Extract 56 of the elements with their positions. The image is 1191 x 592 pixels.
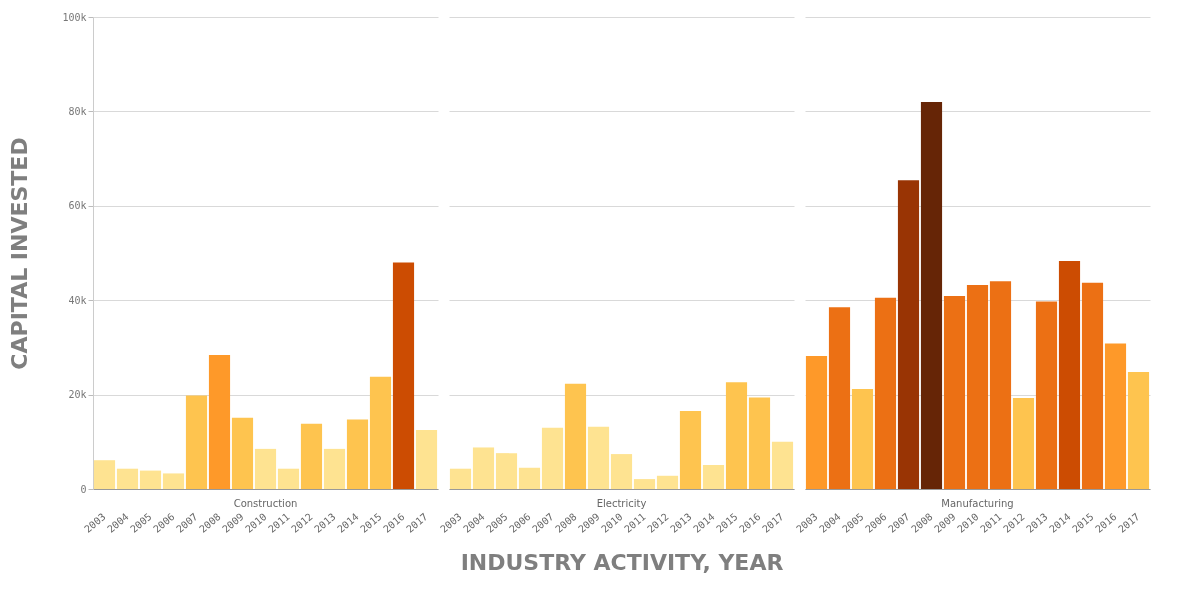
y-tick-label: 80k [68,105,87,117]
bar [805,355,828,489]
bar [920,101,943,489]
bar [943,295,966,489]
bar [162,473,185,489]
bar [656,475,679,489]
bar [897,180,920,489]
bar [748,397,771,489]
bar [851,388,874,489]
bar [633,479,656,489]
bar [277,468,300,489]
bar [1058,261,1081,489]
x-axis-title: INDUSTRY ACTIVITY, YEAR [460,549,784,575]
bar [93,460,116,489]
bar [518,467,541,489]
bar [392,262,415,489]
bar [495,453,518,489]
bar [610,454,633,489]
bar [1081,282,1104,489]
bar [1104,343,1127,489]
bar [116,468,139,489]
bar [541,427,564,489]
bar [323,448,346,489]
text: Construction [233,498,298,509]
bar [231,417,254,489]
bar [185,395,208,489]
bar [1127,371,1150,489]
bar [989,281,1012,489]
bar [966,285,989,489]
bar [1012,397,1035,489]
bar [346,419,369,489]
text: Electricity [596,498,647,509]
bar [587,426,610,489]
bar [254,448,277,489]
y-axis-title: CAPITAL INVESTED [7,137,33,370]
bar [828,307,851,489]
bar [1035,301,1058,489]
y-tick-label: 0 [80,483,87,495]
bar [139,470,162,489]
bar [369,376,392,489]
bar [415,430,438,489]
text: Manufacturing [941,498,1014,509]
bar [300,423,323,489]
y-tick-label: 100k [62,11,87,23]
bar [874,297,897,489]
y-tick-label: 60k [68,200,87,212]
bar [771,441,794,489]
bar [208,354,231,489]
bar [472,447,495,489]
bar [725,382,748,489]
bar [702,464,725,489]
y-tick-label: 20k [68,389,87,401]
y-tick-label: 40k [68,294,87,306]
bar [679,411,702,489]
bar [449,468,472,489]
bar [564,383,587,489]
